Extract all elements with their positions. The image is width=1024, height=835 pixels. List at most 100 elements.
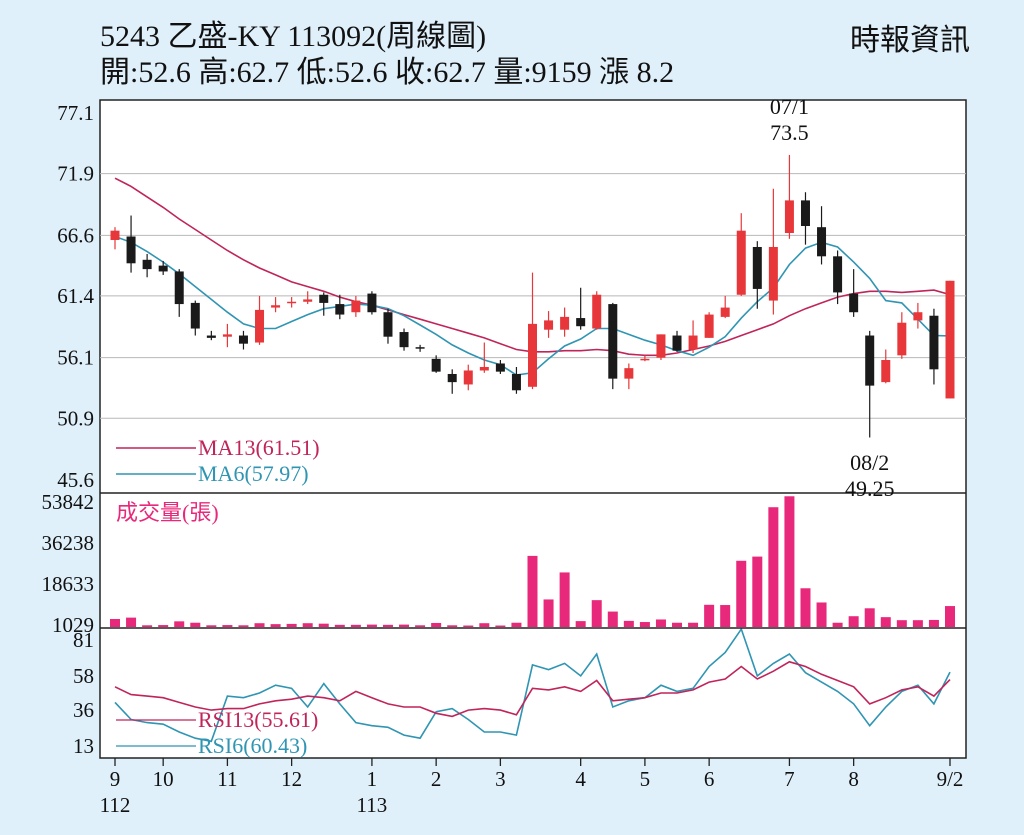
volume-bar	[607, 611, 618, 627]
candle-body	[688, 335, 698, 350]
candle-body	[528, 323, 537, 387]
candlesticks	[110, 154, 955, 438]
candle-body	[833, 256, 843, 293]
volume-bar	[238, 625, 249, 627]
x-tick-label: 8	[848, 767, 859, 791]
volume-bar	[463, 625, 474, 627]
rsi6-line	[114, 627, 951, 743]
volume-bar	[527, 555, 538, 627]
candle-body	[624, 368, 634, 379]
volume-bar	[639, 622, 650, 627]
volume-bar	[848, 616, 859, 627]
volume-bar	[350, 624, 361, 627]
volume-bar	[928, 619, 939, 627]
candle-body	[913, 312, 923, 321]
volume-bar	[286, 623, 297, 627]
volume-bar	[768, 507, 779, 627]
volume-bar	[752, 556, 763, 627]
candle-body	[367, 293, 377, 313]
volume-bar	[720, 605, 731, 627]
chart-panel	[99, 99, 967, 759]
candle-body	[592, 294, 602, 329]
x-tick-label: 10	[153, 767, 174, 791]
volume-bar	[800, 588, 811, 627]
volume-bar	[206, 625, 217, 627]
volume-tick-label: 53842	[42, 490, 95, 514]
high-annotation-value: 73.5	[770, 120, 809, 145]
volume-bar	[334, 624, 345, 627]
candle-body	[142, 259, 152, 270]
candle-body	[511, 373, 521, 391]
x-tick-label: 1	[367, 767, 378, 791]
candle-body	[190, 302, 200, 329]
candle-body	[849, 293, 859, 313]
candle-body	[784, 200, 794, 234]
volume-bar	[543, 599, 554, 627]
price-tick-label: 61.4	[57, 284, 94, 308]
volume-bar	[672, 622, 683, 627]
volume-bar	[575, 621, 586, 627]
x-tick-label: 2	[431, 767, 442, 791]
volume-bar	[174, 621, 185, 627]
candle-body	[720, 307, 730, 317]
candle-body	[303, 299, 313, 302]
rsi-tick-label: 13	[73, 734, 94, 758]
source-label: 時報資訊	[850, 24, 970, 57]
candle-body	[415, 347, 425, 349]
volume-bar	[896, 620, 907, 627]
volume-bar	[864, 608, 875, 627]
price-tick-label: 50.9	[57, 406, 94, 430]
high-annotation-date: 07/1	[770, 94, 809, 119]
candle-body	[704, 314, 714, 338]
candle-body	[447, 373, 457, 383]
price-tick-label: 66.6	[57, 223, 94, 247]
candle-body	[608, 304, 618, 379]
candle-body	[110, 230, 120, 240]
candle-body	[736, 230, 746, 295]
volume-bar	[623, 620, 634, 627]
candle-body	[672, 335, 682, 351]
volume-bar	[431, 622, 442, 627]
volume-bar	[559, 572, 570, 627]
x-tick-year: 113	[357, 793, 388, 817]
volume-bar	[382, 624, 393, 627]
volume-label: 成交量(張)	[116, 500, 219, 525]
volume-bar	[318, 623, 329, 627]
volume-bar	[254, 623, 265, 627]
volume-bar	[110, 619, 120, 627]
candle-body	[158, 265, 168, 272]
x-tick-label: 9/2	[937, 767, 964, 791]
candle-body	[399, 332, 409, 348]
candle-body	[479, 366, 489, 371]
candle-body	[431, 358, 441, 372]
volume-bar	[912, 620, 923, 627]
volume-tick-label: 18633	[42, 572, 95, 596]
volume-bar	[366, 624, 377, 627]
candle-body	[929, 315, 939, 370]
candle-body	[881, 359, 891, 383]
candle-body	[560, 316, 570, 330]
x-tick-label: 12	[281, 767, 302, 791]
candle-body	[865, 335, 875, 386]
candle-body	[463, 370, 473, 385]
rsi-legend-label: RSI13(55.61)	[198, 707, 318, 732]
candle-body	[126, 236, 136, 264]
rsi-tick-label: 81	[73, 628, 94, 652]
ma-legend-label: MA6(57.97)	[198, 461, 309, 486]
x-tick-label: 3	[495, 767, 506, 791]
volume-bar	[302, 623, 313, 627]
volume-bar	[655, 619, 666, 627]
volume-bar	[736, 560, 747, 627]
candle-body	[640, 358, 650, 361]
candle-body	[319, 294, 329, 303]
chart-title: 5243 乙盛-KY 113092(周線圖)	[100, 20, 487, 53]
candle-body	[817, 227, 827, 257]
volume-bar	[832, 622, 843, 627]
candle-body	[752, 246, 762, 289]
price-tick-label: 77.1	[57, 101, 94, 125]
volume-tick-label: 36238	[42, 531, 95, 555]
volume-bar	[479, 623, 490, 627]
x-tick-label: 7	[784, 767, 795, 791]
price-tick-label: 45.6	[57, 468, 94, 492]
volume-bar	[945, 606, 955, 627]
